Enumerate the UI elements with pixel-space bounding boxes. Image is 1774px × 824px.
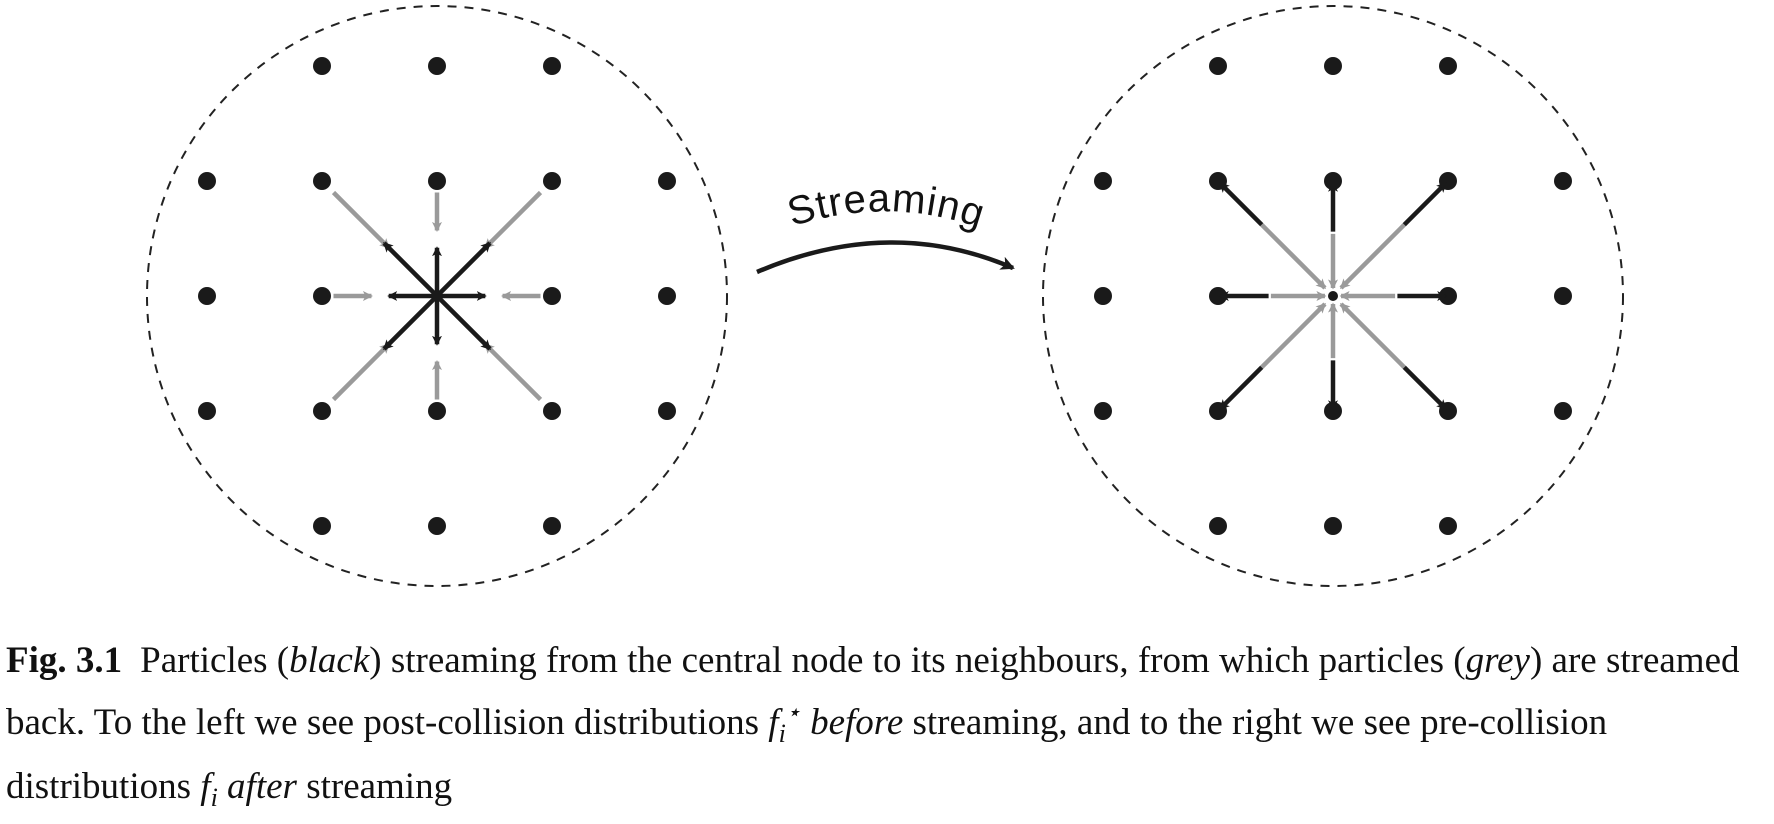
grey-incoming-arrow xyxy=(483,190,543,250)
central-node xyxy=(432,291,442,301)
lattice-node xyxy=(1094,402,1112,420)
f2-letter: f xyxy=(200,766,211,807)
grey-streamed-back-arrow xyxy=(1260,302,1327,369)
caption-text-2: ) streaming from the central node to its… xyxy=(369,640,1466,681)
caption-grey-word: grey xyxy=(1465,640,1530,681)
lattice-node xyxy=(1324,517,1342,535)
black-streamed-arrow xyxy=(1402,181,1448,227)
lattice-node xyxy=(1094,172,1112,190)
lattice-node xyxy=(428,402,446,420)
f-star-symbol: fi⋆ xyxy=(768,700,801,748)
lattice-node xyxy=(1554,172,1572,190)
streaming-label-text: Streaming xyxy=(783,176,990,236)
caption-before-word: before xyxy=(810,702,904,743)
lbm-streaming-diagram: Streaming xyxy=(146,5,1624,587)
neighbourhood-boundary xyxy=(1042,5,1624,587)
grey-streamed-back-arrow xyxy=(1339,223,1406,290)
lattice-node xyxy=(543,287,561,305)
black-streamed-arrow xyxy=(1402,365,1448,411)
black-post-collision-arrow xyxy=(435,294,492,351)
caption-text-1: Particles ( xyxy=(140,640,290,681)
right-panel-pre-collision xyxy=(1042,5,1624,587)
lattice-node xyxy=(313,517,331,535)
lattice-node xyxy=(313,402,331,420)
caption-text-5: streaming xyxy=(296,766,453,807)
caption-text-3: ) are streamed back. To the left we see … xyxy=(6,640,1740,743)
lattice-node xyxy=(543,517,561,535)
left-panel-post-collision xyxy=(146,5,728,587)
grey-incoming-arrow xyxy=(331,342,391,402)
black-post-collision-arrow xyxy=(382,294,439,351)
lattice-node xyxy=(1439,57,1457,75)
black-post-collision-arrow xyxy=(435,241,492,298)
caption-black-word: black xyxy=(289,640,370,681)
lattice-node xyxy=(1209,517,1227,535)
streaming-label: Streaming xyxy=(783,176,991,236)
lattice-node xyxy=(313,287,331,305)
lattice-node xyxy=(1554,287,1572,305)
streaming-arrow xyxy=(756,240,1015,275)
lattice-node xyxy=(428,57,446,75)
lattice-node xyxy=(313,57,331,75)
lattice-node xyxy=(313,172,331,190)
caption-text-4: streaming, and to the right we see pre-c… xyxy=(6,702,1608,807)
lattice-node xyxy=(658,402,676,420)
central-node xyxy=(1328,291,1338,301)
lattice-node xyxy=(543,172,561,190)
lattice-node xyxy=(658,287,676,305)
lattice-node xyxy=(428,517,446,535)
black-post-collision-arrow xyxy=(382,241,439,298)
lattice-node xyxy=(198,287,216,305)
grey-incoming-arrow xyxy=(331,190,391,250)
lattice-node xyxy=(428,172,446,190)
f-letter: f xyxy=(768,702,779,743)
lattice-node xyxy=(1209,57,1227,75)
lattice-node xyxy=(198,172,216,190)
lattice-node xyxy=(1554,402,1572,420)
lattice-node xyxy=(543,57,561,75)
black-streamed-arrow xyxy=(1218,365,1264,411)
figure-caption: Fig. 3.1 Particles (black) streaming from… xyxy=(6,634,1770,824)
f-subscript: i xyxy=(778,719,786,748)
f2-subscript: i xyxy=(210,783,218,812)
lattice-node xyxy=(658,172,676,190)
f-symbol: fi xyxy=(200,766,218,812)
lattice-node xyxy=(1094,287,1112,305)
lattice-node xyxy=(1439,517,1457,535)
grey-streamed-back-arrow xyxy=(1260,223,1327,290)
f-superscript-star: ⋆ xyxy=(785,700,801,726)
lattice-node xyxy=(543,402,561,420)
lattice-node xyxy=(1324,57,1342,75)
black-streamed-arrow xyxy=(1218,181,1264,227)
caption-after-word: after xyxy=(227,766,297,807)
figure-label: Fig. 3.1 xyxy=(6,640,123,681)
streaming-transition: Streaming xyxy=(756,176,1015,275)
grey-streamed-back-arrow xyxy=(1339,302,1406,369)
neighbourhood-boundary xyxy=(146,5,728,587)
lattice-node xyxy=(198,402,216,420)
grey-incoming-arrow xyxy=(483,342,543,402)
